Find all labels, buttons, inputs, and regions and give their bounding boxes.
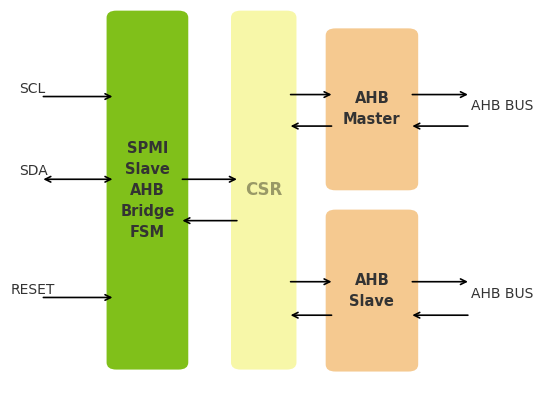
- Text: SDA: SDA: [19, 164, 48, 178]
- Text: SPMI
Slave
AHB
Bridge
FSM: SPMI Slave AHB Bridge FSM: [120, 141, 175, 240]
- Text: AHB BUS: AHB BUS: [471, 99, 533, 113]
- Text: SCL: SCL: [19, 82, 45, 96]
- FancyBboxPatch shape: [326, 210, 418, 372]
- Text: RESET: RESET: [11, 282, 55, 297]
- Text: CSR: CSR: [245, 181, 282, 199]
- Text: AHB
Master: AHB Master: [343, 91, 401, 127]
- FancyBboxPatch shape: [231, 11, 296, 370]
- FancyBboxPatch shape: [326, 28, 418, 190]
- Text: AHB BUS: AHB BUS: [471, 286, 533, 301]
- Text: AHB
Slave: AHB Slave: [349, 273, 394, 309]
- FancyBboxPatch shape: [107, 11, 188, 370]
